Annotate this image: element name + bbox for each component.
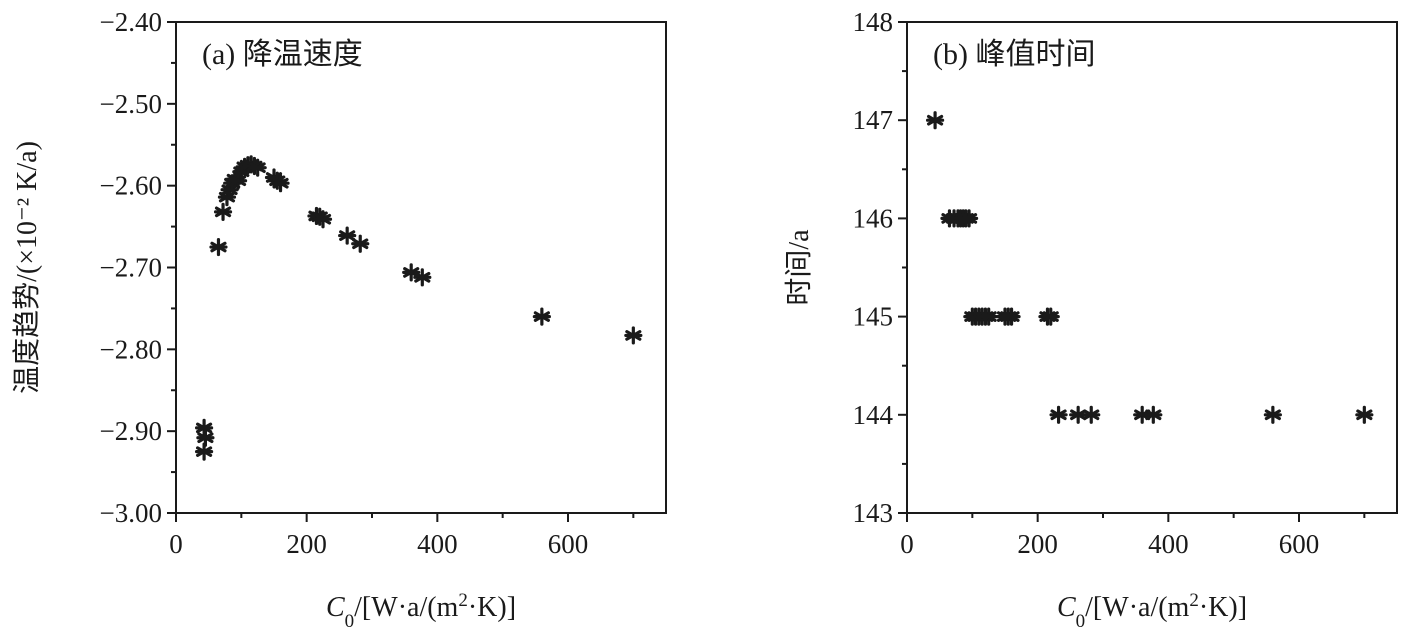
data-point-marker bbox=[1144, 405, 1163, 424]
data-point-marker bbox=[1002, 307, 1021, 326]
data-point-marker bbox=[1041, 307, 1060, 326]
x-tick-label: 0 bbox=[900, 529, 914, 559]
data-point-marker bbox=[313, 210, 333, 229]
plot-frame bbox=[906, 21, 1398, 514]
y-tick-label: 143 bbox=[853, 498, 894, 528]
y-axis-label: 时间/a bbox=[783, 229, 815, 306]
x-tick-label: 400 bbox=[1148, 529, 1189, 559]
y-tick-label: 146 bbox=[853, 203, 894, 233]
y-tick-label: −2.80 bbox=[100, 334, 162, 364]
x-tick-label: 200 bbox=[1017, 529, 1058, 559]
y-tick-label: 147 bbox=[853, 105, 894, 135]
panel-label: (a) 降温速度 bbox=[202, 38, 363, 71]
data-point-marker bbox=[213, 202, 233, 221]
x-tick-label: 600 bbox=[548, 529, 589, 559]
data-point-marker bbox=[271, 174, 290, 193]
data-point-marker bbox=[1082, 405, 1101, 424]
data-point-marker bbox=[194, 442, 214, 461]
data-point-marker bbox=[338, 226, 357, 245]
y-tick-label: −3.00 bbox=[100, 498, 162, 528]
data-point-marker bbox=[1355, 405, 1374, 424]
y-tick-label: −2.40 bbox=[100, 7, 162, 37]
x-axis-label: C0/[W·a/(m2·K)] bbox=[1057, 590, 1247, 632]
x-tick-label: 600 bbox=[1279, 529, 1320, 559]
y-axis-label: 温度趋势/(×10⁻² K/a) bbox=[11, 141, 43, 394]
data-point-marker bbox=[925, 111, 945, 130]
data-point-marker bbox=[248, 158, 267, 177]
panel-b-peak-time: 0 200 400 600 143 144 145 146 147 148 (b) 峰值时间 C0/[… bbox=[783, 7, 1398, 632]
data-point-marker bbox=[1263, 405, 1282, 424]
data-point-marker bbox=[1049, 405, 1068, 424]
data-point-marker bbox=[959, 209, 979, 228]
y-tick-label: 148 bbox=[853, 7, 894, 37]
x-tick-label: 0 bbox=[169, 529, 183, 559]
data-point-marker bbox=[624, 326, 643, 345]
y-tick-label: 144 bbox=[853, 400, 894, 430]
y-tick-label: −2.90 bbox=[100, 416, 162, 446]
data-point-marker bbox=[196, 428, 215, 447]
x-tick-label: 200 bbox=[286, 529, 327, 559]
data-point-marker bbox=[194, 418, 214, 437]
y-tick-label: −2.70 bbox=[100, 253, 162, 283]
data-point-marker bbox=[209, 237, 228, 257]
data-point-marker bbox=[979, 307, 998, 326]
x-axis-label: C0/[W·a/(m2·K)] bbox=[326, 590, 516, 632]
data-point-marker bbox=[413, 268, 432, 287]
data-point-marker bbox=[351, 234, 370, 253]
panel-label: (b) 峰值时间 bbox=[933, 38, 1095, 71]
data-point-marker bbox=[532, 307, 551, 326]
y-tick-label: −2.50 bbox=[100, 89, 162, 119]
x-tick-label: 400 bbox=[417, 529, 458, 559]
panel-a-temperature-trend: 0 200 400 600 −3.00 −2.90 −2.80 −2.70 −2.60 −2.50… bbox=[11, 7, 667, 632]
plot-frame bbox=[175, 21, 667, 514]
y-tick-label: 145 bbox=[853, 302, 894, 332]
y-tick-label: −2.60 bbox=[100, 171, 162, 201]
